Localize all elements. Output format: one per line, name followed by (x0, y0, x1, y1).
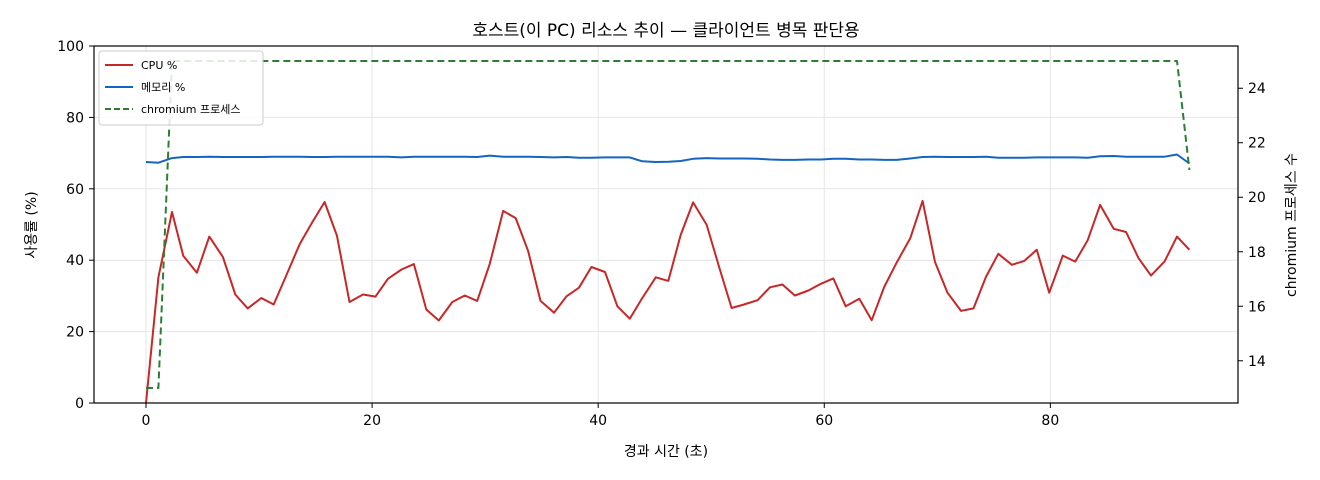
y2-axis-label: chromium 프로세스 수 (1284, 153, 1300, 297)
x-tick-label: 40 (589, 413, 607, 429)
y-tick-label: 20 (66, 325, 84, 341)
x-tick-label: 20 (363, 413, 381, 429)
chromium-process-legend-label: chromium 프로세스 (141, 103, 240, 116)
grid-lines (94, 45, 1238, 404)
memory-line (145, 153, 1190, 165)
plot-frame (93, 45, 1239, 404)
legend-box (98, 50, 264, 126)
cpu-line (145, 199, 1191, 404)
y2-tick-label: 14 (1248, 354, 1266, 370)
y-tick-label: 60 (66, 182, 84, 198)
x-axis-label: 경과 시간 (초) (624, 444, 708, 460)
legend: CPU % 메모리 % chromium 프로세스 (98, 50, 264, 126)
y-tick-label: 40 (66, 253, 84, 269)
y2-tick-label: 24 (1248, 81, 1266, 97)
x-tick-label: 60 (815, 413, 833, 429)
y-tick-label: 80 (66, 110, 84, 126)
memory-legend-label: 메모리 % (141, 81, 185, 94)
y2-tick-label: 18 (1248, 245, 1266, 261)
y2-tick-label: 16 (1248, 299, 1266, 315)
y-axis-label: 사용률 (%) (24, 191, 40, 258)
y-tick-label: 0 (75, 396, 84, 412)
y2-tick-label: 20 (1248, 190, 1266, 206)
x-tick-label: 80 (1041, 413, 1059, 429)
axis-ticks: 0 20 40 60 80 0 20 40 60 80 100 14 16 18 20 22 24 (57, 39, 1266, 429)
chart-title: 호스트(이 PC) 리소스 추이 — 클라이언트 병목 판단용 (472, 21, 859, 41)
chromium-process-line (146, 60, 1191, 389)
x-tick-label: 0 (142, 413, 151, 429)
y2-tick-label: 22 (1248, 136, 1266, 152)
y-tick-label: 100 (57, 39, 84, 55)
cpu-legend-label: CPU % (141, 59, 177, 72)
series-lines (145, 60, 1191, 404)
